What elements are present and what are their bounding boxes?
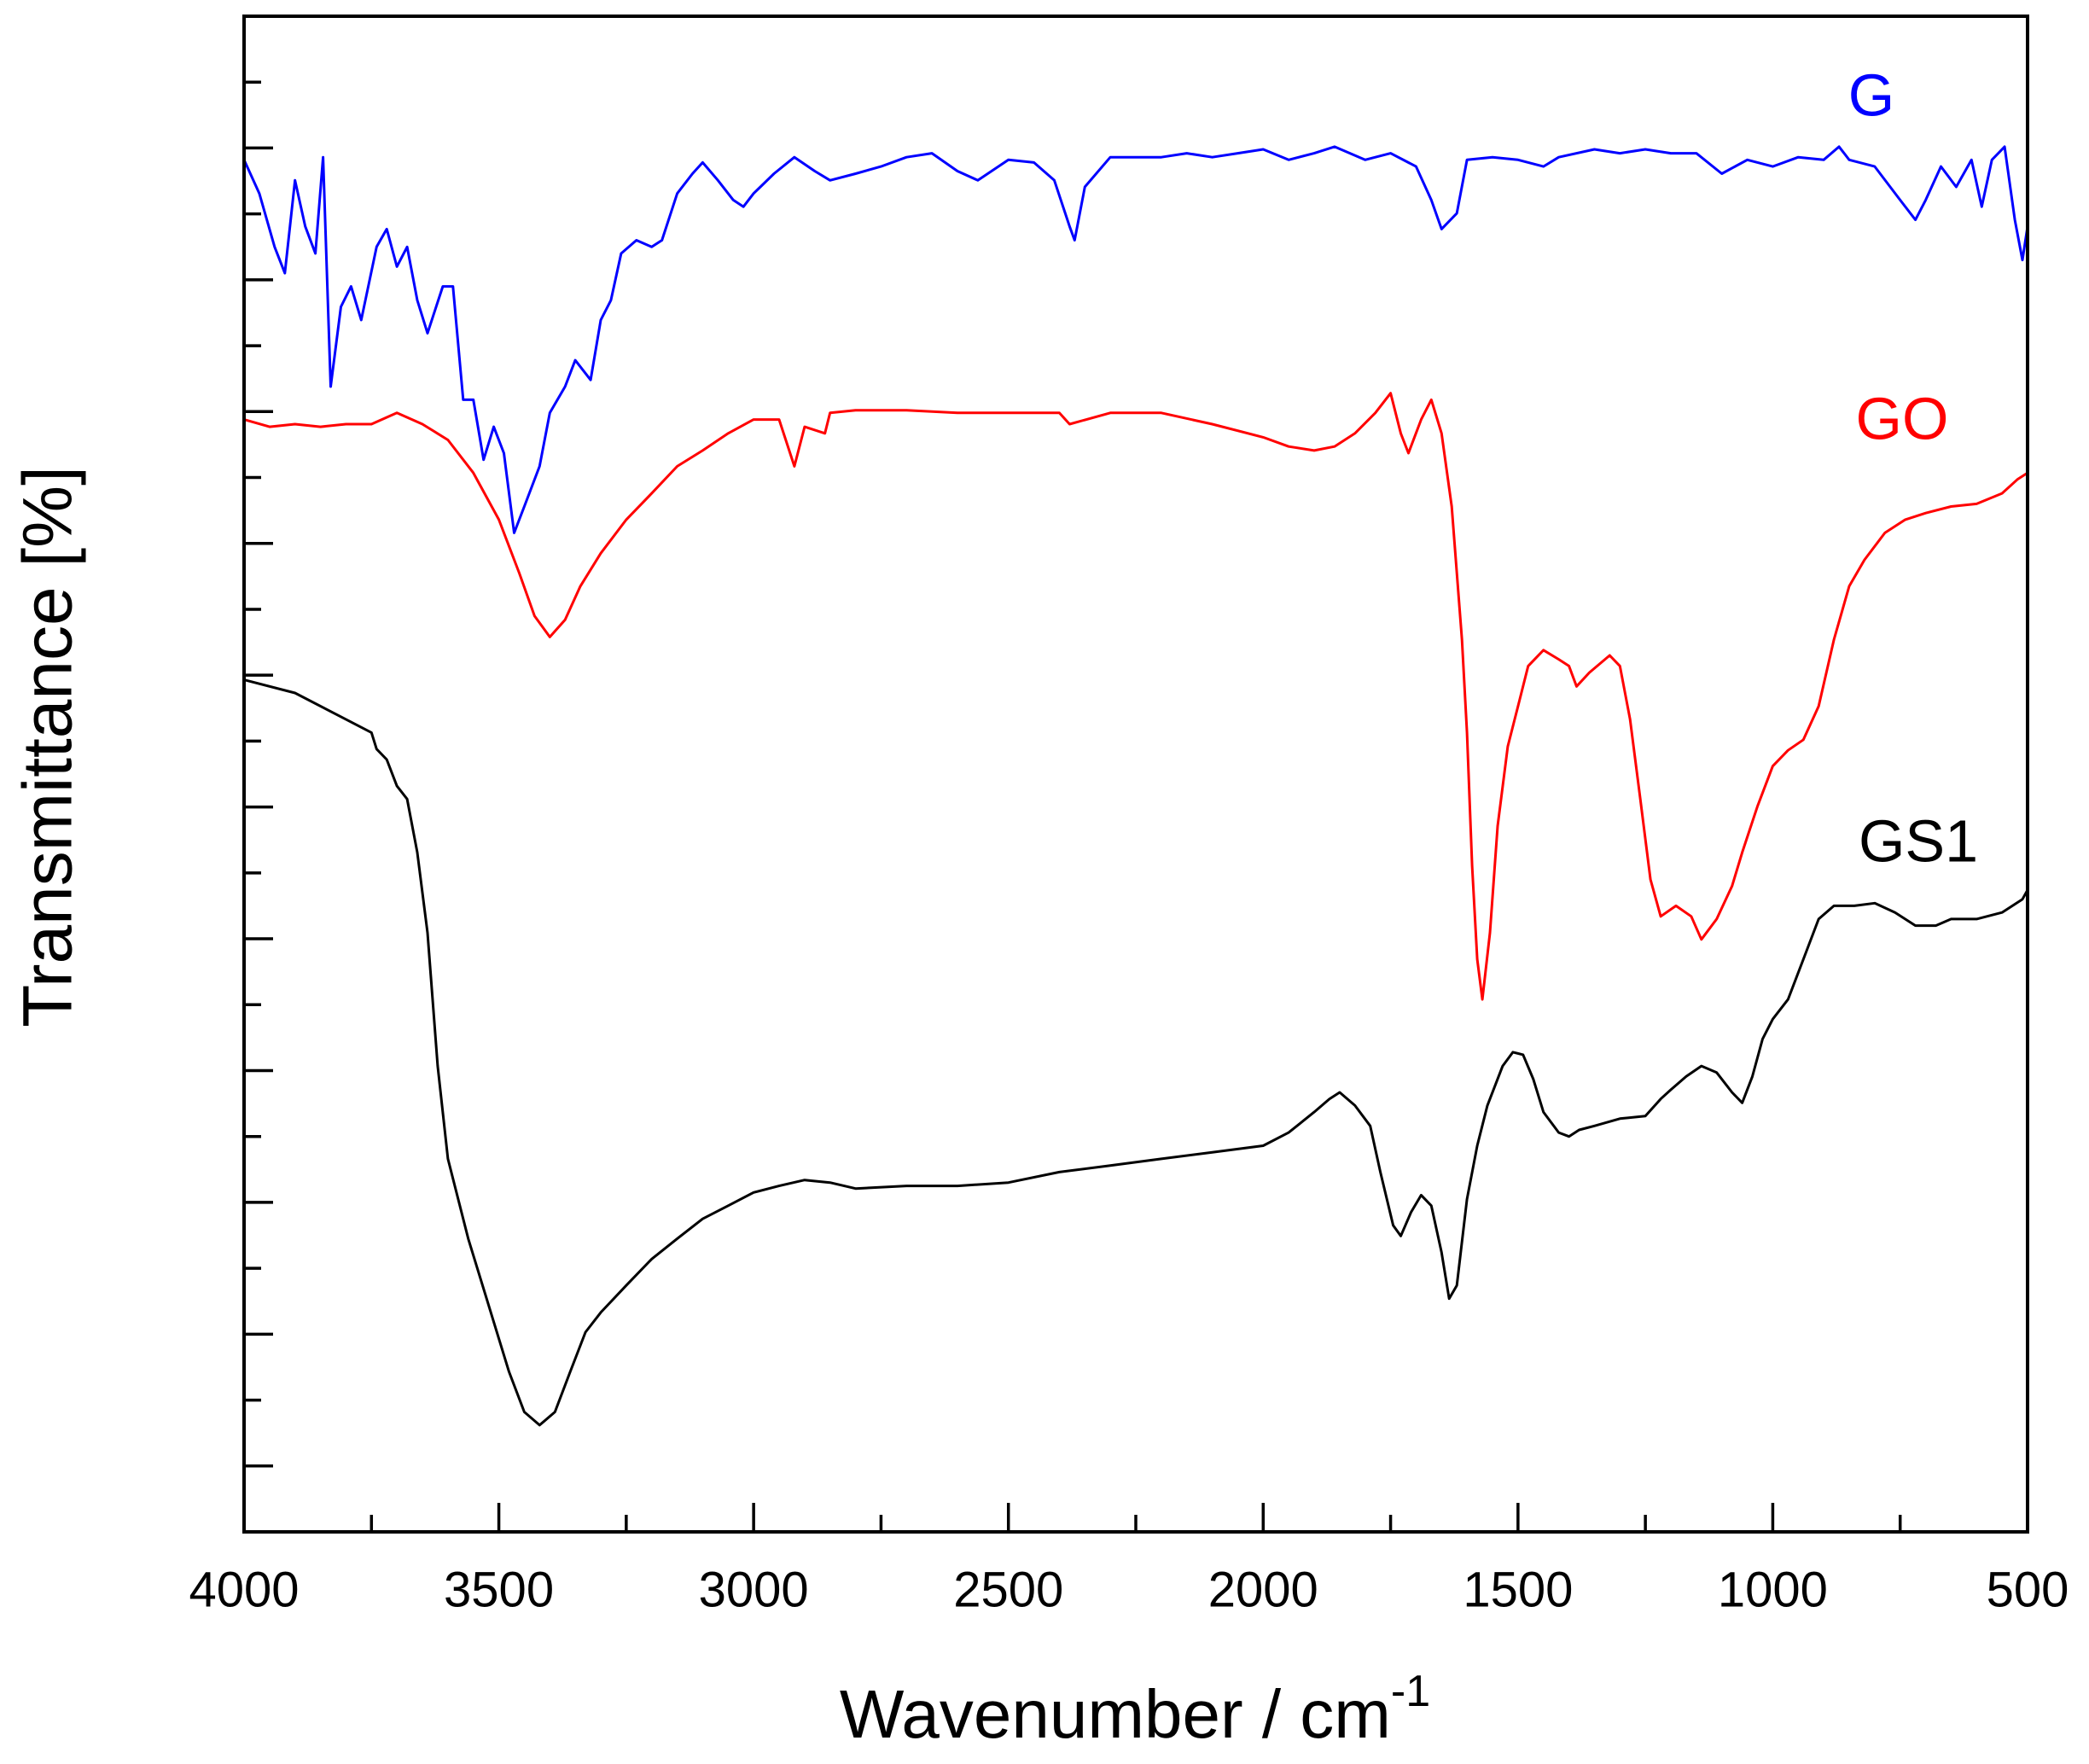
series-line xyxy=(243,678,2029,1427)
x-tick-label: 500 xyxy=(1987,1562,2069,1617)
plot-frame xyxy=(242,15,2029,1534)
x-tick-label: 2500 xyxy=(953,1562,1063,1617)
x-tick-label: 1000 xyxy=(1718,1562,1828,1617)
x-tick-label: 4000 xyxy=(189,1562,299,1617)
series-line xyxy=(243,392,2028,1001)
x-tick-label: 3000 xyxy=(699,1562,809,1617)
series-line xyxy=(242,145,2029,534)
x-tick-label: 1500 xyxy=(1463,1562,1573,1617)
x-axis-label: Wavenumber / cm-1 xyxy=(840,1667,1430,1752)
x-tick-label: 3500 xyxy=(444,1562,554,1617)
x-axis-label-superscript: -1 xyxy=(1391,1667,1430,1716)
y-axis-label: Transmittance [%] xyxy=(9,466,87,1028)
series-label: G xyxy=(1848,61,1894,128)
x-axis-label-main: Wavenumber / cm xyxy=(840,1676,1391,1752)
series-label: GO xyxy=(1856,385,1949,451)
series-label: GS1 xyxy=(1859,807,1978,874)
x-tick-label: 2000 xyxy=(1208,1562,1318,1617)
